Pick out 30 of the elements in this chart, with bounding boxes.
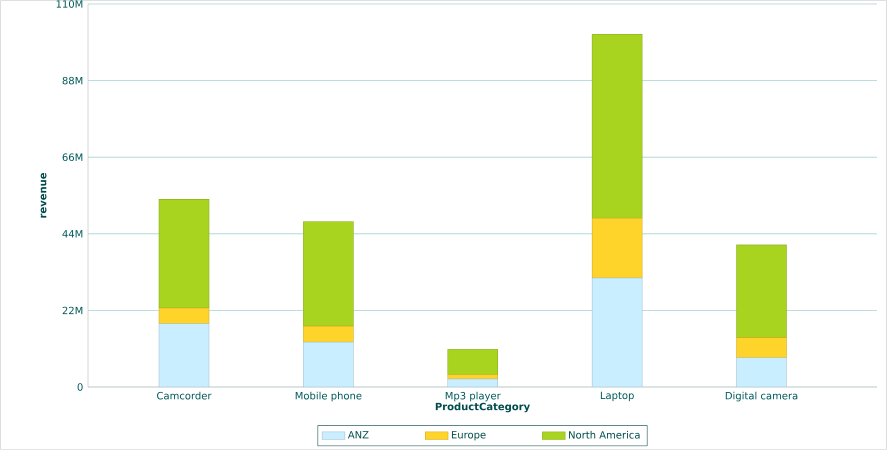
y-tick-label: 110M — [56, 0, 82, 8]
bar — [158, 323, 210, 387]
y-tick-label: 44M — [62, 230, 82, 238]
x-tick-label: Mp3 player — [446, 392, 501, 402]
y-tick-label: 66M — [62, 153, 82, 161]
y-tick-label: 0 — [78, 383, 83, 391]
bar — [736, 357, 787, 387]
y-tick-label: 22M — [62, 306, 82, 314]
legend-label: North America — [569, 430, 640, 439]
x-tick-label: Camcorder — [157, 392, 212, 400]
bar — [158, 308, 210, 324]
x-tick-label: Digital camera — [726, 392, 798, 402]
bar — [303, 342, 354, 387]
bar — [447, 349, 498, 375]
bar — [303, 326, 354, 342]
legend-label: Europe — [452, 431, 486, 440]
x-tick-label: Laptop — [600, 392, 634, 402]
x-tick-label: Mobile phone — [296, 392, 362, 402]
bar — [736, 337, 787, 358]
bar — [592, 218, 642, 278]
bar — [736, 244, 787, 338]
y-axis-title: revenue — [40, 172, 46, 218]
bar — [158, 199, 210, 308]
y-tick-label: 88M — [62, 76, 82, 84]
x-axis-title: ProductCategory — [436, 402, 530, 412]
bar — [592, 34, 642, 218]
bar — [592, 278, 642, 387]
legend-label: ANZ — [348, 431, 369, 438]
bar — [447, 378, 498, 387]
bar — [303, 221, 354, 326]
